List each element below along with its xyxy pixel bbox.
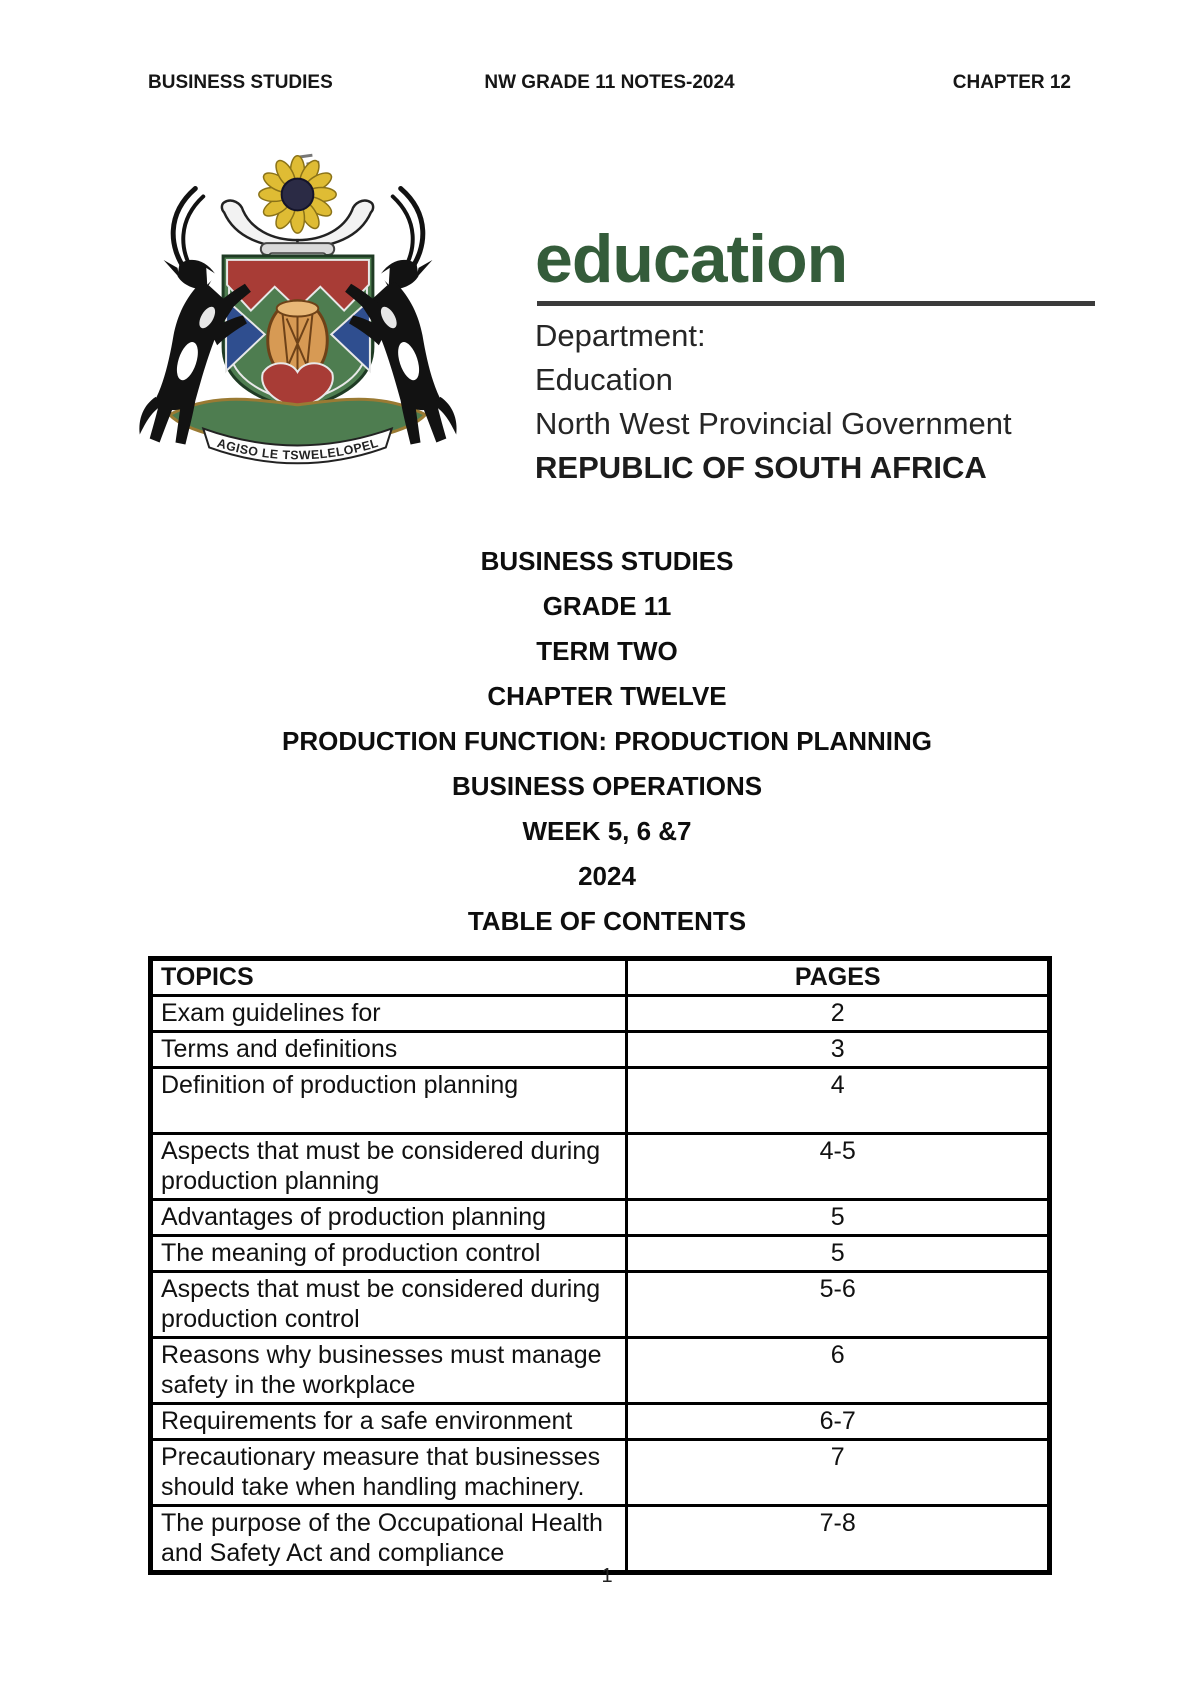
header-subject: BUSINESS STUDIES	[148, 72, 333, 93]
wordmark-rule	[537, 301, 1095, 306]
title-toc-heading: TABLE OF CONTENTS	[467, 906, 747, 936]
toc-topic: Requirements for a safe environment	[148, 1402, 629, 1441]
education-wordmark: education	[535, 221, 848, 297]
toc-topic: The purpose of the Occupational Health a…	[148, 1504, 629, 1574]
toc-pages: 4	[625, 1066, 1051, 1135]
toc-header-pages: PAGES	[625, 957, 1051, 997]
running-header: BUSINESS STUDIES NW GRADE 11 NOTES-2024 …	[148, 72, 1071, 94]
header-chapter: CHAPTER 12	[952, 72, 1071, 93]
antelope-left-icon	[139, 186, 251, 445]
toc-topic: Precautionary measure that businesses sh…	[148, 1438, 629, 1507]
toc-topic: Advantages of production planning	[148, 1198, 629, 1237]
toc-topic: Aspects that must be considered during p…	[148, 1270, 629, 1339]
page-number: 1	[601, 1565, 613, 1587]
toc-pages: 6-7	[625, 1402, 1051, 1441]
nw-coat-of-arms: KAGISO LE TSWELELOPELE	[112, 146, 484, 465]
toc-row: Advantages of production planning 5	[148, 1198, 1051, 1237]
title-subject: BUSINESS STUDIES	[480, 546, 734, 576]
toc-row: Terms and definitions 3	[148, 1030, 1051, 1069]
toc-header-row: TOPICS PAGES	[148, 957, 1051, 997]
title-chapter: CHAPTER TWELVE	[487, 681, 727, 711]
title-operations: BUSINESS OPERATIONS	[451, 771, 763, 801]
toc-pages: 5	[625, 1198, 1051, 1237]
toc-pages: 4-5	[625, 1132, 1051, 1201]
shield-icon	[221, 254, 375, 412]
sunflower-icon	[258, 155, 337, 234]
toc-row: Exam guidelines for 2	[148, 994, 1051, 1033]
toc-row: Precautionary measure that businesses sh…	[148, 1438, 1051, 1507]
drum-icon	[266, 299, 329, 382]
toc-topic: Aspects that must be considered during p…	[148, 1132, 629, 1201]
toc-topic: Reasons why businesses must manage safet…	[148, 1336, 629, 1405]
toc-row: Definition of production planning 4	[148, 1066, 1051, 1135]
toc-header-topics: TOPICS	[148, 957, 629, 997]
department-wordmark-block: education Department: Education North We…	[535, 220, 1115, 490]
toc-topic: Exam guidelines for	[148, 994, 629, 1033]
header-title: NW GRADE 11 NOTES-2024	[484, 72, 735, 93]
toc-topic: Terms and definitions	[148, 1030, 629, 1069]
toc-pages: 6	[625, 1336, 1051, 1405]
toc-row: Reasons why businesses must manage safet…	[148, 1336, 1051, 1405]
toc-pages: 7-8	[625, 1504, 1051, 1574]
horns-icon	[220, 199, 375, 250]
dept-government: North West Provincial Government	[535, 406, 1012, 441]
title-year: 2024	[578, 861, 636, 891]
toc-row: The purpose of the Occupational Health a…	[148, 1504, 1051, 1574]
toc-topic: The meaning of production control	[148, 1234, 629, 1273]
toc-row: Aspects that must be considered during p…	[148, 1132, 1051, 1201]
toc-pages: 5-6	[625, 1270, 1051, 1339]
toc-row: Requirements for a safe environment 6-7	[148, 1402, 1051, 1441]
toc-pages: 7	[625, 1438, 1051, 1507]
title-topic: PRODUCTION FUNCTION: PRODUCTION PLANNING	[282, 726, 932, 756]
toc-row: The meaning of production control 5	[148, 1234, 1051, 1273]
toc-pages: 2	[625, 994, 1051, 1033]
dept-label: Department:	[535, 318, 706, 353]
dept-name: Education	[535, 362, 673, 397]
title-grade: GRADE 11	[542, 591, 672, 621]
title-term: TERM TWO	[536, 636, 678, 666]
toc-row: Aspects that must be considered during p…	[148, 1270, 1051, 1339]
toc-topic: Definition of production planning	[148, 1066, 629, 1135]
toc-pages: 5	[625, 1234, 1051, 1273]
dept-country: REPUBLIC OF SOUTH AFRICA	[535, 450, 987, 485]
toc-pages: 3	[625, 1030, 1051, 1069]
toc-table: TOPICS PAGES Exam guidelines for 2 Terms…	[148, 956, 1052, 1575]
cover-title-stack: BUSINESS STUDIES GRADE 11 TERM TWO CHAPT…	[148, 548, 1066, 953]
title-weeks: WEEK 5, 6 &7	[522, 816, 692, 846]
